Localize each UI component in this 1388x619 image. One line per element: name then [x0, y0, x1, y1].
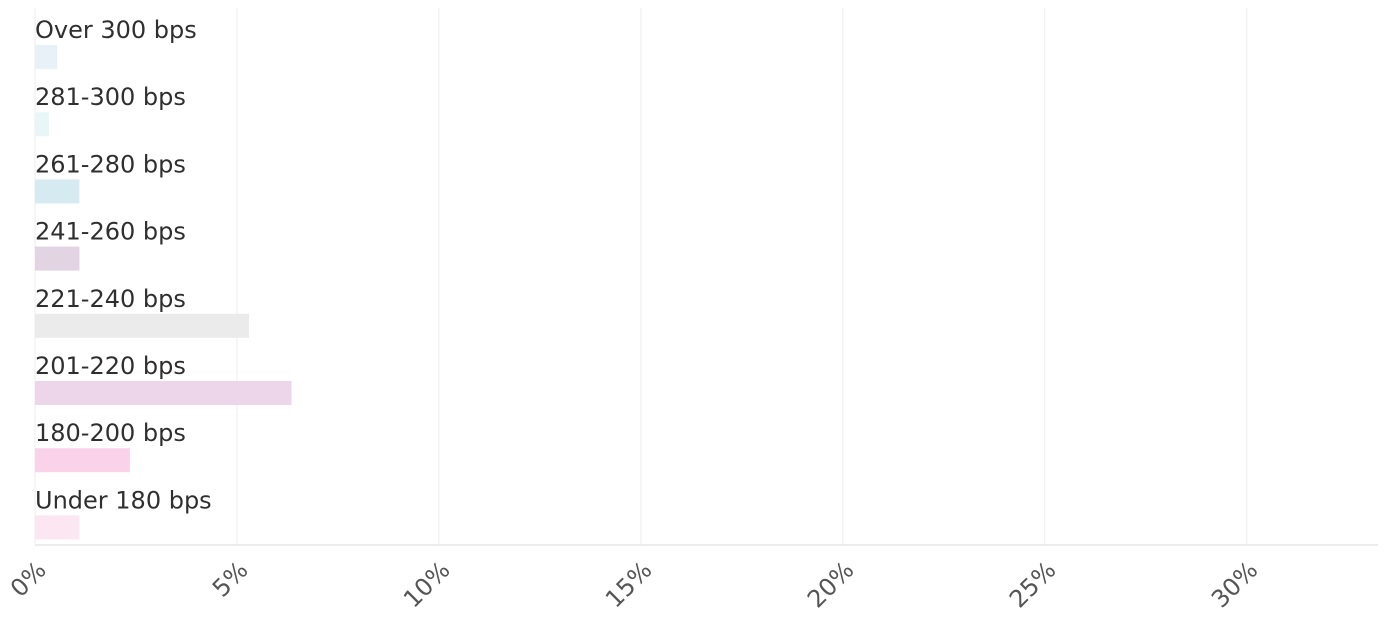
x-axis-ticks: 0% 5% 10% 15% 20% 25% 30% — [5, 556, 1263, 614]
bar — [35, 448, 130, 473]
bar — [35, 179, 80, 204]
category-labels: Over 300 bps 281-300 bps 261-280 bps 241-26… — [35, 16, 212, 514]
x-tick-label: 0% — [5, 556, 52, 603]
category-label: 201-220 bps — [35, 352, 186, 380]
category-label: 221-240 bps — [35, 285, 186, 313]
bar — [35, 515, 80, 540]
bar — [35, 313, 250, 338]
bar — [35, 45, 58, 69]
bar — [35, 112, 50, 137]
grid-lines — [34, 8, 1248, 545]
x-tick-label: 15% — [600, 556, 658, 614]
category-label: 241-260 bps — [35, 218, 186, 246]
category-label: Over 300 bps — [35, 16, 197, 44]
x-tick-label: 25% — [1004, 556, 1062, 614]
x-tick-label: 5% — [207, 556, 254, 603]
category-label: 281-300 bps — [35, 83, 186, 111]
category-label: 261-280 bps — [35, 150, 186, 178]
x-tick-label: 20% — [802, 556, 860, 614]
category-label: Under 180 bps — [35, 486, 212, 514]
bar — [35, 246, 80, 271]
x-tick-label: 10% — [398, 556, 456, 614]
bar — [35, 381, 292, 405]
category-label: 180-200 bps — [35, 419, 186, 447]
bars — [35, 45, 292, 540]
x-tick-label: 30% — [1206, 556, 1264, 614]
